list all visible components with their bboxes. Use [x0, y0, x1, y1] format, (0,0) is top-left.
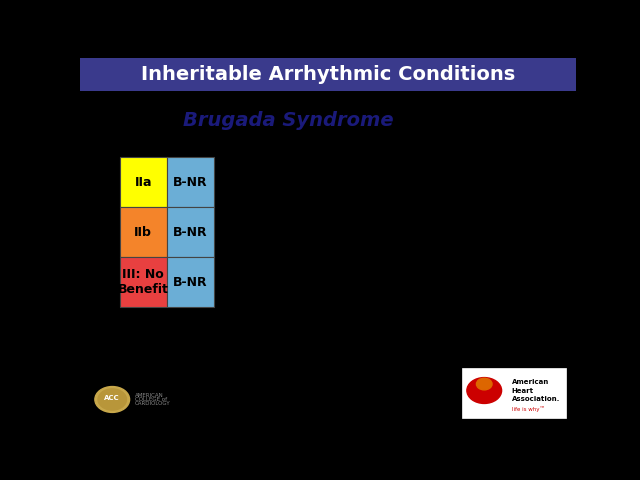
Text: ACC: ACC	[104, 395, 120, 401]
Text: Inheritable Arrhythmic Conditions: Inheritable Arrhythmic Conditions	[141, 65, 515, 84]
Text: III: No
Benefit: III: No Benefit	[118, 268, 169, 296]
Text: IIb: IIb	[134, 226, 152, 239]
Text: COLLEGE of: COLLEGE of	[134, 397, 166, 402]
Text: AMERICAN: AMERICAN	[134, 393, 163, 397]
Text: IIa: IIa	[134, 176, 152, 189]
Circle shape	[98, 389, 127, 410]
Bar	[167, 157, 214, 207]
Bar	[167, 257, 214, 307]
Text: Heart: Heart	[511, 388, 534, 394]
Text: CARDIOLOGY: CARDIOLOGY	[134, 401, 170, 407]
Bar	[120, 157, 167, 207]
Circle shape	[467, 378, 502, 404]
Bar	[80, 58, 576, 91]
Bar	[167, 207, 214, 257]
Text: life is why™: life is why™	[511, 406, 545, 412]
Text: B-NR: B-NR	[173, 176, 207, 189]
Text: American: American	[511, 379, 548, 385]
Bar	[120, 207, 167, 257]
Circle shape	[476, 378, 492, 390]
Text: Brugada Syndrome: Brugada Syndrome	[183, 111, 394, 130]
Circle shape	[95, 386, 130, 412]
Text: Association.: Association.	[511, 396, 560, 403]
Bar	[120, 257, 167, 307]
Bar	[462, 368, 566, 418]
Text: B-NR: B-NR	[173, 276, 207, 288]
Text: B-NR: B-NR	[173, 226, 207, 239]
